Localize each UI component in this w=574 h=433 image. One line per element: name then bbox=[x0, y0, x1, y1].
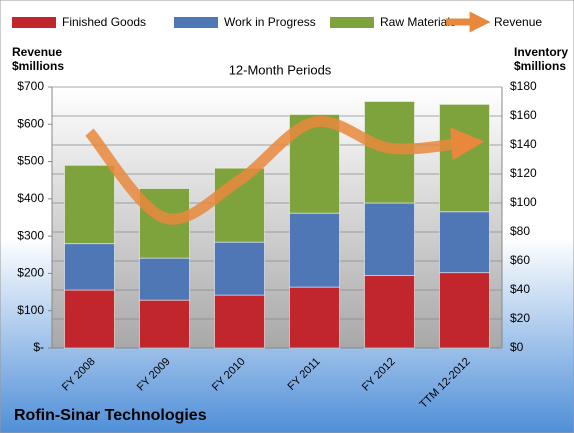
y-tick-label: $200 bbox=[17, 266, 44, 280]
y-tick-label: $300 bbox=[17, 228, 44, 242]
y2-tick-label: $20 bbox=[510, 311, 530, 325]
y2-axis-title: Inventory bbox=[514, 45, 568, 59]
bar-segment bbox=[64, 289, 115, 349]
y-tick-label: $100 bbox=[17, 303, 44, 317]
bar-segment bbox=[64, 243, 115, 291]
revenue-line bbox=[85, 115, 485, 225]
bar-segment bbox=[439, 211, 490, 274]
y2-tick-label: $160 bbox=[510, 108, 537, 122]
y2-tick-label: $80 bbox=[510, 224, 530, 238]
plot-area bbox=[52, 87, 502, 348]
legend-swatch bbox=[12, 17, 56, 28]
bar-segment bbox=[439, 272, 490, 349]
bar-segment bbox=[214, 294, 265, 349]
bar-segment bbox=[439, 103, 490, 213]
y-axis-title: Revenue bbox=[12, 45, 62, 59]
legend-label: Raw Materials bbox=[380, 15, 456, 29]
y2-axis-title: $millions bbox=[514, 59, 566, 73]
y2-tick-label: $120 bbox=[510, 166, 537, 180]
y-tick-label: $700 bbox=[17, 79, 44, 93]
y-tick-label: $500 bbox=[17, 154, 44, 168]
y2-tick-label: $180 bbox=[510, 79, 537, 93]
bar-segment bbox=[139, 257, 190, 301]
chart-title: 12-Month Periods bbox=[229, 62, 332, 77]
bar-segment bbox=[64, 164, 115, 245]
y2-tick-label: $140 bbox=[510, 137, 537, 151]
bar-segment bbox=[289, 212, 340, 288]
y-axis-title: $millions bbox=[12, 59, 64, 73]
legend-label: Revenue bbox=[494, 15, 542, 29]
legend-swatch bbox=[174, 17, 218, 28]
y-tick-label: $400 bbox=[17, 191, 44, 205]
y2-tick-label: $0 bbox=[510, 340, 524, 354]
y2-tick-label: $60 bbox=[510, 253, 530, 267]
company-name: Rofin-Sinar Technologies bbox=[14, 407, 207, 424]
bar-segment bbox=[364, 275, 415, 349]
legend-label: Finished Goods bbox=[62, 15, 146, 29]
bar-segment bbox=[289, 286, 340, 349]
bar-segment bbox=[364, 202, 415, 276]
y-tick-label: $- bbox=[33, 340, 44, 354]
legend-swatch bbox=[330, 17, 374, 28]
y2-tick-label: $100 bbox=[510, 195, 537, 209]
y2-tick-label: $40 bbox=[510, 282, 530, 296]
y-tick-label: $600 bbox=[17, 116, 44, 130]
legend-label: Work in Progress bbox=[224, 15, 316, 29]
bar-segment bbox=[214, 241, 265, 296]
bar-segment bbox=[139, 299, 190, 349]
